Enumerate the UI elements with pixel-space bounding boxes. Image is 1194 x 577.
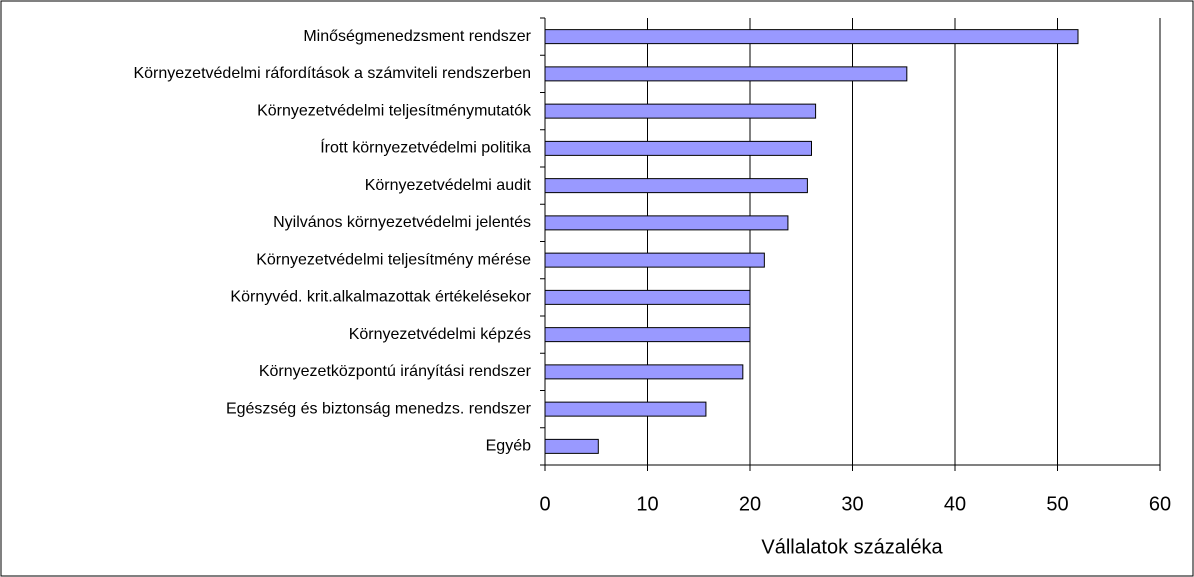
x-tick-label: 60 [1149, 493, 1171, 515]
bar [544, 29, 1079, 45]
y-tick-label: Környezetvédelmi ráfordítások a számvite… [133, 65, 531, 82]
x-tick-label: 30 [841, 493, 863, 515]
y-tick-label: Egészség és biztonság menedzs. rendszer [226, 400, 532, 417]
bar [544, 66, 908, 82]
x-tick-label: 50 [1046, 493, 1068, 515]
bar [544, 140, 812, 156]
bar [544, 103, 817, 119]
y-tick-label: Írott környezetvédelmi politika [320, 138, 531, 157]
bar [544, 327, 751, 343]
x-tick-label: 10 [636, 493, 658, 515]
y-tick-label: Környezetvédelmi teljesítménymutatók [257, 102, 532, 119]
y-tick-label: Nyilvános környezetvédelmi jelentés [273, 214, 531, 231]
y-tick-label: Minőségmenedzsment rendszer [303, 28, 531, 45]
y-tick-label: Környezetvédelmi teljesítmény mérése [256, 251, 531, 268]
bar [544, 178, 808, 194]
bar [544, 252, 765, 268]
y-tick-label: Környezetközpontú irányítási rendszer [259, 363, 532, 380]
x-tick-label: 20 [739, 493, 761, 515]
bar [544, 364, 744, 380]
x-tick-label: 40 [944, 493, 966, 515]
y-tick-label: Környezetvédelmi audit [365, 177, 532, 194]
bar [544, 215, 789, 231]
y-tick-label: Környezetvédelmi képzés [349, 326, 531, 343]
bar [544, 401, 707, 417]
y-tick-label: Környvéd. krit.alkalmazottak értékelések… [230, 289, 531, 306]
x-tick-label: 0 [539, 493, 550, 515]
bar [544, 289, 751, 305]
y-tick-label: Egyéb [486, 438, 531, 455]
bar [544, 438, 599, 454]
x-axis-label: Vállalatok százaléka [761, 536, 943, 558]
